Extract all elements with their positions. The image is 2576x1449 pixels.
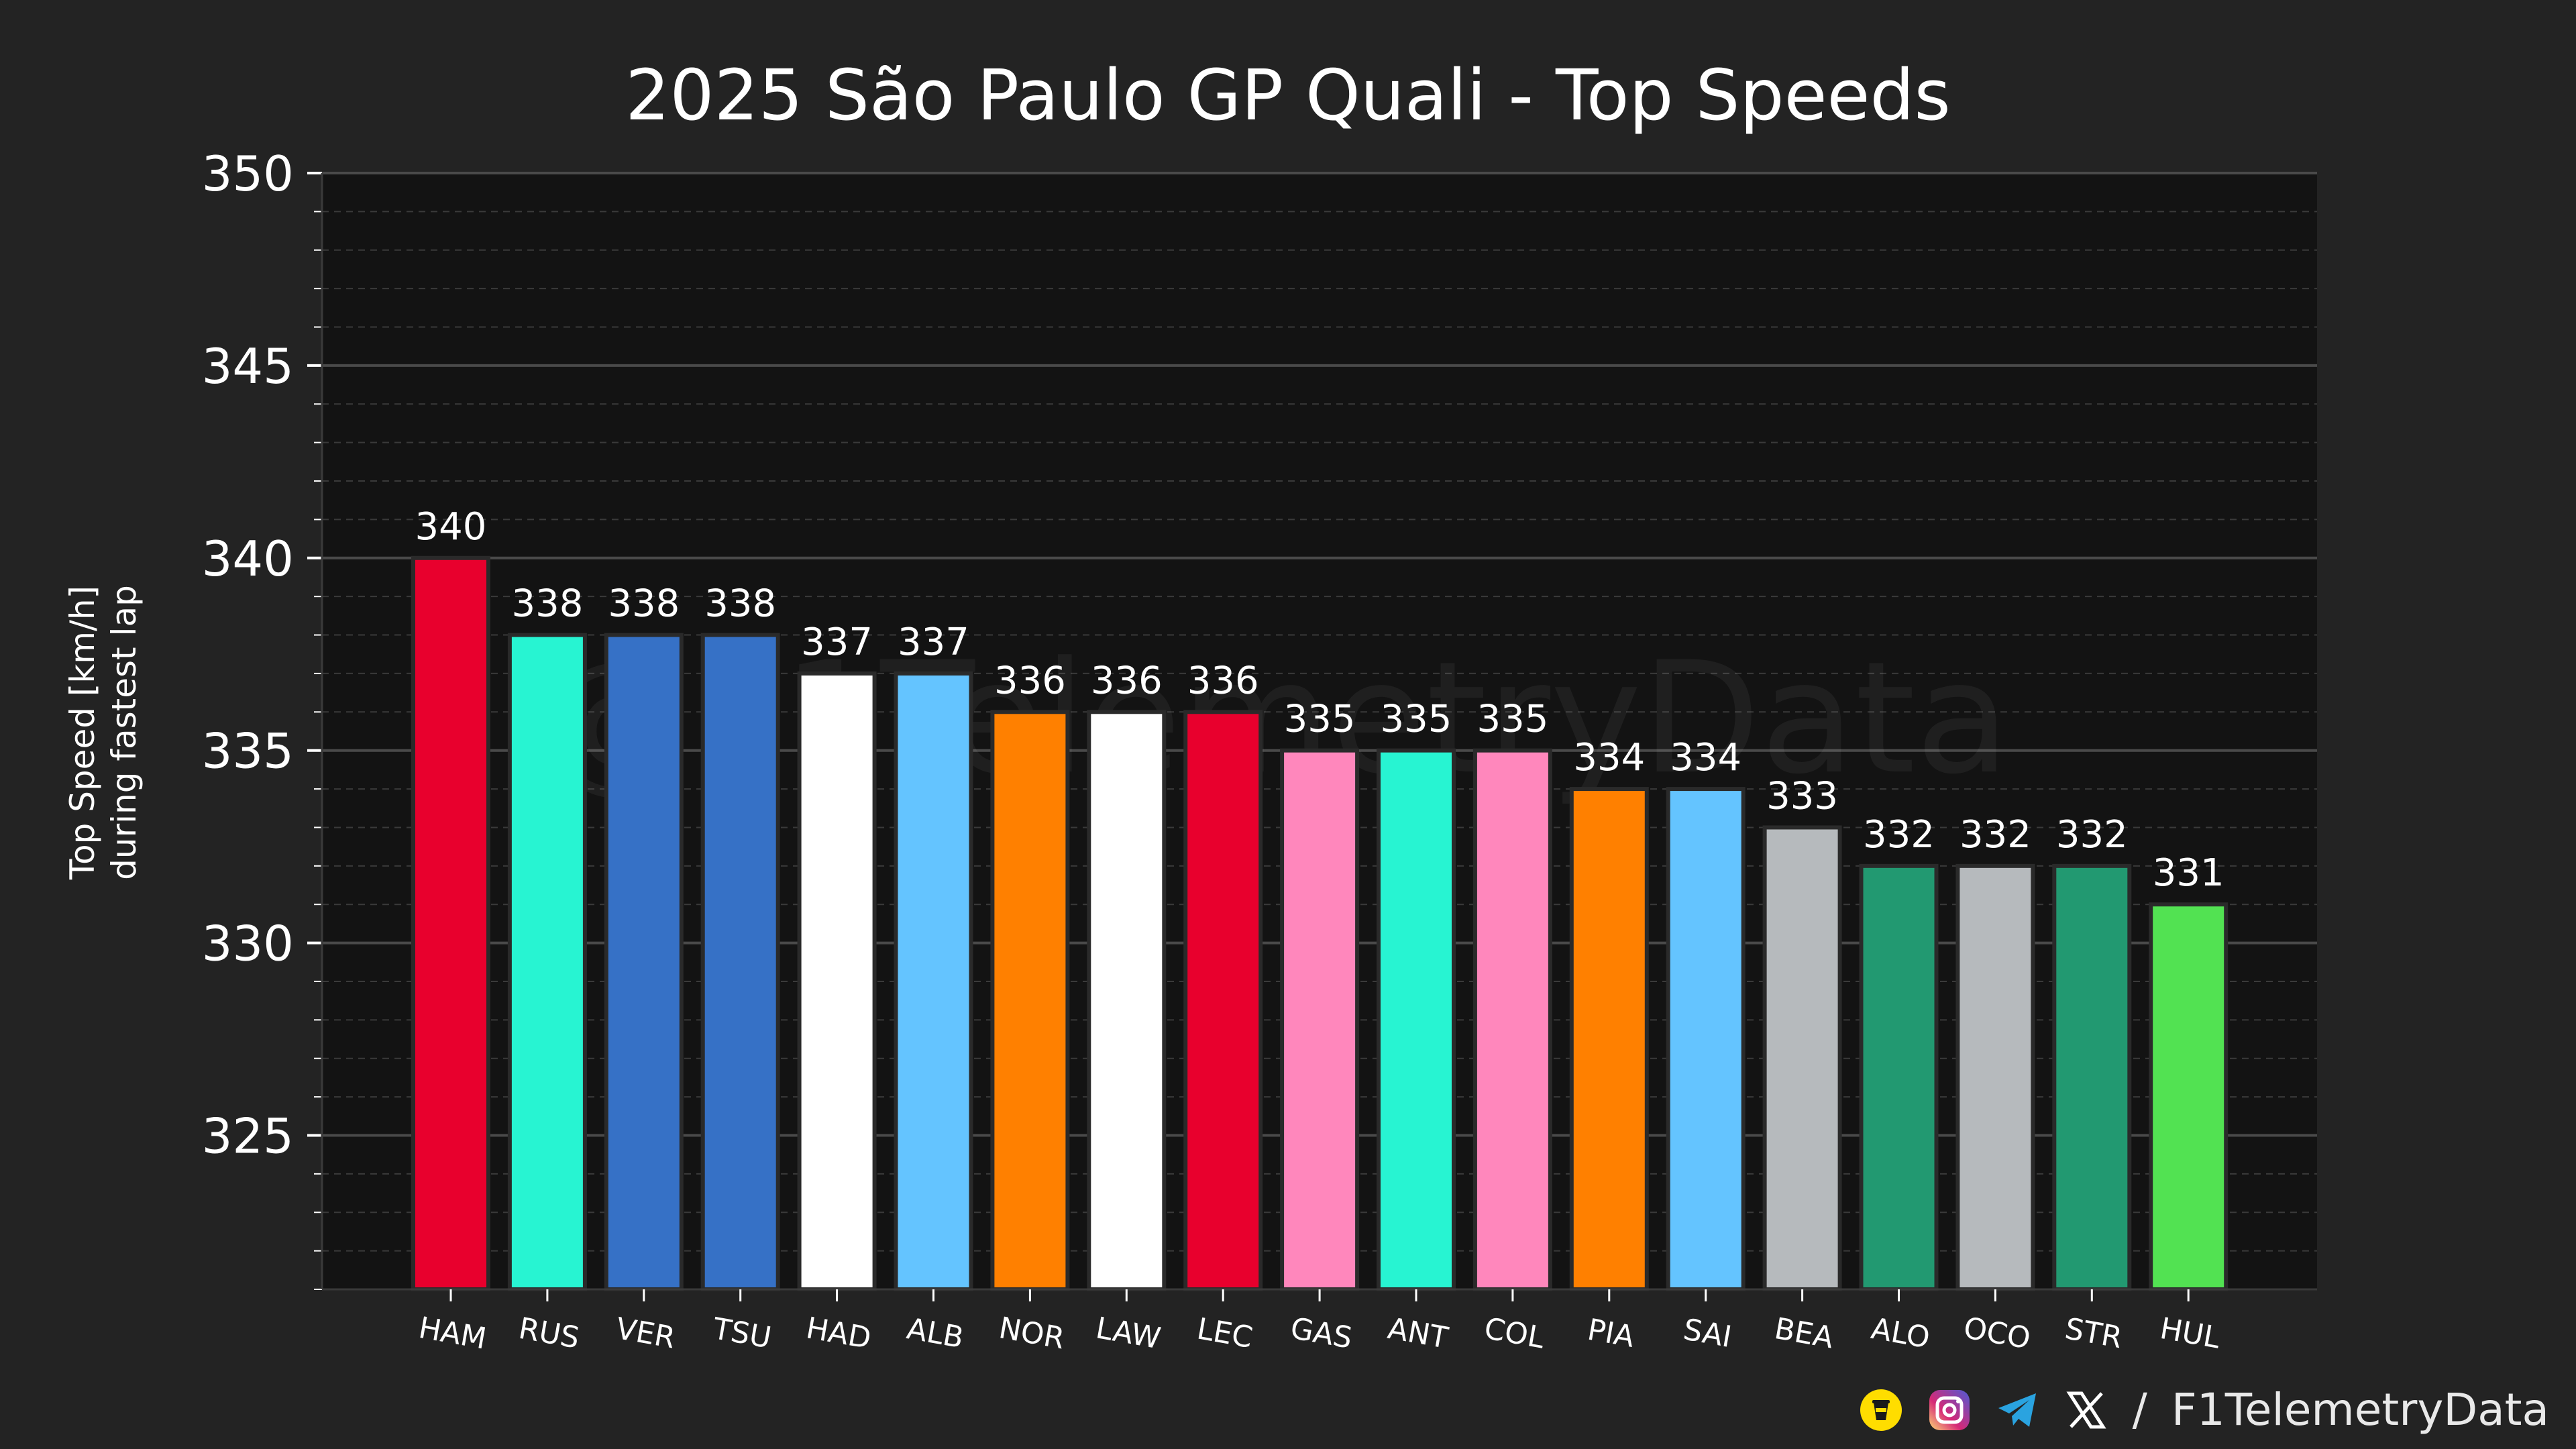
value-label: 337 — [801, 621, 873, 664]
footer-separator: / — [2132, 1384, 2147, 1436]
bar-rus — [507, 633, 587, 1291]
bar-bea — [1762, 825, 1842, 1291]
value-label: 338 — [704, 582, 776, 626]
y-axis-label-line2: during fastest lap — [105, 585, 144, 880]
value-label: 337 — [898, 621, 969, 664]
bar-ant — [1377, 748, 1456, 1292]
x-tick-label: ALB — [904, 1311, 966, 1355]
x-tick-label: RUS — [516, 1311, 582, 1356]
bar-str — [2052, 863, 2132, 1292]
x-tick-label: COL — [1482, 1311, 1548, 1356]
value-label: 336 — [994, 659, 1066, 702]
bar-lec — [1183, 710, 1263, 1291]
y-tick-label: 345 — [202, 338, 294, 394]
x-tick-label: SAI — [1680, 1312, 1734, 1354]
y-tick-label: 330 — [202, 916, 294, 972]
value-label: 332 — [1863, 813, 1935, 857]
x-tick-label: HAD — [804, 1311, 873, 1356]
value-label: 335 — [1477, 698, 1548, 741]
buymeacoffee-icon[interactable] — [1859, 1388, 1903, 1432]
value-label: 335 — [1381, 698, 1452, 741]
value-labels: 340 338 338 338 337 337 336 336 336 335 335 335 334 3… — [415, 505, 2224, 895]
bar-alb — [894, 671, 973, 1291]
value-label: 334 — [1573, 736, 1645, 780]
telegram-icon[interactable] — [1996, 1388, 2040, 1432]
x-tick-label: TSU — [710, 1311, 774, 1356]
footer: / F1TelemetryData — [1859, 1384, 2549, 1436]
value-label: 336 — [1187, 659, 1259, 702]
value-label: 336 — [1091, 659, 1163, 702]
bar-hul — [2149, 902, 2229, 1291]
x-tick-label: LEC — [1194, 1311, 1255, 1355]
x-tick-label: BEA — [1772, 1311, 1836, 1356]
bar-alo — [1859, 863, 1939, 1292]
instagram-icon[interactable] — [1927, 1388, 1972, 1432]
bar-col — [1472, 748, 1552, 1292]
y-tick-label: 340 — [202, 531, 294, 587]
value-label: 338 — [608, 582, 680, 626]
bar-oco — [1955, 863, 2035, 1292]
x-tick-label: OCO — [1961, 1311, 2033, 1356]
x-tick-label: LAW — [1093, 1311, 1163, 1356]
bar-nor — [990, 710, 1070, 1291]
x-tick-label: HAM — [416, 1311, 488, 1356]
bar-gas — [1280, 748, 1360, 1292]
y-tick-label: 335 — [202, 723, 294, 780]
x-tick-label: STR — [2062, 1311, 2125, 1355]
value-label: 340 — [415, 505, 487, 549]
x-tick-label: NOR — [996, 1311, 1067, 1356]
x-tick-label: VER — [613, 1311, 678, 1356]
x-tick-label: PIA — [1585, 1313, 1637, 1354]
value-label: 334 — [1670, 736, 1741, 780]
bar-pia — [1569, 787, 1649, 1291]
watermark: @F1TelemetryData — [539, 629, 2010, 808]
x-icon[interactable] — [2064, 1388, 2108, 1432]
x-tick-label: ALO — [1868, 1311, 1932, 1355]
value-label: 331 — [2153, 851, 2224, 895]
bar-ham — [411, 555, 490, 1291]
chart-title: 2025 São Paulo GP Quali - Top Speeds — [625, 54, 1951, 136]
bar-sai — [1666, 787, 1746, 1291]
bar-ver — [604, 633, 684, 1291]
x-tick-label: GAS — [1288, 1311, 1355, 1356]
y-tick-label: 350 — [202, 146, 294, 202]
value-label: 338 — [511, 582, 583, 626]
y-tick-label: 325 — [202, 1108, 294, 1164]
bar-tsu — [700, 633, 780, 1291]
y-axis-label: Top Speed [km/h] — [63, 586, 102, 880]
value-label: 335 — [1284, 698, 1356, 741]
bars — [411, 555, 2229, 1292]
x-tick-label: HUL — [2157, 1311, 2223, 1356]
bar-had — [797, 671, 877, 1291]
value-label: 332 — [2056, 813, 2128, 857]
footer-handle[interactable]: F1TelemetryData — [2171, 1384, 2549, 1436]
value-label: 333 — [1766, 774, 1838, 818]
bar-law — [1087, 710, 1167, 1291]
x-tick-label: ANT — [1385, 1311, 1451, 1356]
value-label: 332 — [1960, 813, 2031, 857]
